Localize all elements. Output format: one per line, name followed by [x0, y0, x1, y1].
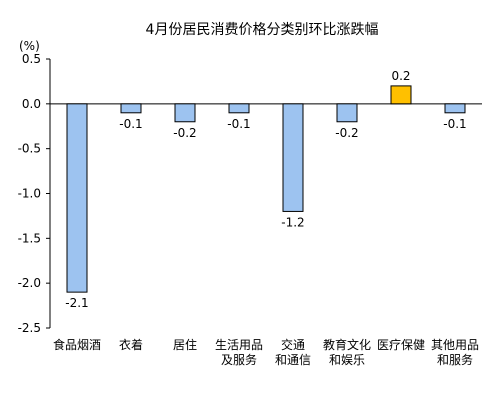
bar — [66, 103, 88, 293]
category-label: 和服务 — [437, 352, 473, 367]
data-label: -0.1 — [443, 117, 466, 131]
category-label: 居住 — [173, 338, 197, 352]
bar — [282, 103, 304, 212]
category-label: 其他用品 — [431, 338, 479, 352]
category-label: 衣着 — [119, 337, 143, 352]
y-tick-label: -0.5 — [18, 142, 41, 156]
y-tick-label: 0.5 — [22, 52, 41, 66]
bar — [336, 103, 358, 123]
category-label: 食品烟酒 — [53, 337, 101, 352]
bars — [66, 85, 466, 293]
bar — [444, 103, 466, 114]
data-label: 0.2 — [391, 69, 410, 83]
y-axis-unit-label: (%) — [19, 39, 40, 53]
data-labels: -2.1 -0.1 -0.2 -0.1 -1.2 -0.2 0.2 -0.1 — [65, 69, 466, 310]
category-label: 和娱乐 — [329, 353, 365, 367]
category-label: 交通 — [281, 337, 305, 352]
y-tick-label: -1.5 — [18, 231, 41, 245]
category-label: 医疗保健 — [377, 338, 425, 352]
category-label: 和通信 — [275, 353, 311, 367]
y-tick-label: -2.5 — [18, 321, 41, 335]
data-label: -1.2 — [281, 215, 304, 229]
bar — [390, 85, 412, 105]
chart-title: 4月份居民消费价格分类别环比涨跌幅 — [146, 22, 379, 38]
bar — [120, 103, 142, 114]
y-tick-label: -2.0 — [18, 276, 41, 290]
data-label: -0.1 — [119, 117, 142, 131]
data-label: -0.1 — [227, 117, 250, 131]
bar — [228, 103, 250, 114]
data-label: -2.1 — [65, 296, 88, 310]
data-label: -0.2 — [335, 126, 358, 140]
bar — [174, 103, 196, 123]
y-tick-label: 0.0 — [22, 97, 41, 111]
category-label: 及服务 — [221, 352, 257, 367]
category-label: 生活用品 — [215, 338, 263, 352]
category-label: 教育文化 — [323, 337, 371, 352]
data-label: -0.2 — [173, 126, 196, 140]
y-tick-label: -1.0 — [18, 187, 41, 201]
